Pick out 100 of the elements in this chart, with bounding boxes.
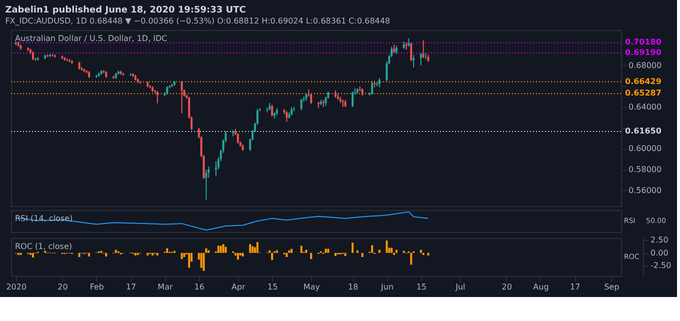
- chart-title: Zabelin1 published June 18, 2020 19:59:33 UTC: [5, 6, 246, 16]
- candlestick: [156, 90, 158, 104]
- bar: [180, 252, 183, 260]
- candlestick: [271, 104, 274, 117]
- ref-line-label: 0.61650: [625, 126, 662, 136]
- bar: [290, 248, 293, 253]
- bar: [234, 252, 236, 256]
- bar: [224, 246, 227, 253]
- bar: [324, 248, 327, 253]
- bar: [300, 246, 302, 253]
- y-tick-label: 0.56000: [628, 186, 662, 195]
- x-tick-label: 20: [58, 282, 68, 292]
- x-tick-label: 2020: [6, 282, 27, 292]
- bar: [188, 252, 190, 268]
- bar: [146, 252, 149, 256]
- bar: [156, 252, 158, 256]
- bar: [166, 248, 168, 253]
- bar: [271, 252, 274, 260]
- candlestick: [378, 77, 380, 88]
- candlestick: [410, 42, 412, 62]
- bar: [242, 252, 244, 256]
- bar: [420, 250, 422, 253]
- y-tick-label: -2.50: [650, 261, 672, 270]
- x-tick-label: Apr: [232, 282, 246, 292]
- x-tick-label: 15: [267, 282, 278, 292]
- x-tick-label: May: [303, 282, 320, 292]
- bar: [356, 250, 358, 253]
- candlestick: [412, 54, 415, 68]
- bar: [378, 250, 380, 253]
- bar: [249, 244, 252, 253]
- candlestick: [236, 132, 239, 144]
- x-tick-label: Jul: [454, 282, 466, 292]
- x-tick-label: 16: [194, 282, 204, 292]
- bar: [205, 248, 208, 253]
- bar: [352, 242, 354, 253]
- x-tick-label: 17: [126, 282, 136, 292]
- candlestick: [405, 42, 408, 50]
- ref-line-label: 0.69190: [625, 48, 662, 58]
- bar: [202, 252, 205, 271]
- y-tick-label: 0.00: [650, 248, 668, 258]
- bar: [396, 250, 398, 253]
- bar: [256, 242, 258, 253]
- candlestick: [371, 80, 374, 96]
- candlestick: [310, 93, 312, 104]
- candlestick: [422, 40, 424, 59]
- y-tick-label: 0.60000: [628, 144, 662, 154]
- x-tick-label: Sep: [604, 282, 620, 292]
- x-tick-label: 20: [502, 282, 512, 292]
- bar: [220, 246, 222, 253]
- candlestick: [300, 98, 302, 111]
- candlestick: [286, 110, 288, 122]
- bar: [105, 252, 108, 256]
- bar: [305, 250, 308, 253]
- y-tick-label: 0.64000: [628, 102, 662, 112]
- bar: [410, 252, 412, 265]
- bar: [386, 240, 388, 253]
- bar: [236, 252, 239, 260]
- x-tick-label: Feb: [90, 282, 104, 292]
- bar: [286, 252, 288, 257]
- candlestick: [180, 80, 183, 114]
- ref-line-label: 0.66429: [625, 76, 662, 86]
- bar: [268, 250, 271, 253]
- bar: [32, 252, 34, 258]
- bar: [78, 252, 80, 257]
- bar: [183, 252, 186, 257]
- bar: [390, 248, 393, 253]
- bar: [114, 250, 117, 253]
- candlestick: [420, 52, 422, 66]
- bar: [427, 252, 430, 256]
- ref-line-label: 0.70180: [625, 38, 662, 47]
- bar: [288, 250, 290, 253]
- y-tick-label: 2.50: [650, 236, 668, 245]
- bar: [344, 252, 346, 256]
- annotation: ROC (1, close): [15, 242, 72, 251]
- candlestick: [130, 72, 132, 76]
- x-tick-label: 15: [416, 282, 427, 292]
- bar: [361, 252, 364, 257]
- y-tick-label: 0.68000: [628, 60, 662, 70]
- chart-subtitle: FX_IDC:AUDUSD, 1D 0.68448 ▼ −0.00366 (−0.53%) O:0.68812 H:0.69024 L:0.68361 C:0.68448: [5, 16, 390, 26]
- x-tick-label: 17: [570, 282, 580, 292]
- candlestick: [358, 86, 361, 92]
- candlestick: [214, 160, 217, 176]
- ref-line-label: 0.65287: [625, 88, 662, 98]
- bar: [222, 244, 224, 253]
- bar: [310, 252, 312, 260]
- bar: [327, 248, 330, 253]
- y-tick-label: 0.58000: [628, 165, 662, 174]
- bar: [239, 252, 242, 256]
- candlestick: [205, 169, 208, 200]
- bar: [371, 245, 374, 253]
- annotation: Australian Dollar / U.S. Dollar, 1D, IDC: [15, 34, 168, 43]
- candlestick: [352, 90, 354, 108]
- x-tick-label: Aug: [533, 282, 549, 292]
- candlestick: [266, 107, 268, 113]
- bar: [208, 250, 210, 253]
- bar: [217, 246, 220, 253]
- x-tick-label: Mar: [158, 282, 174, 292]
- bar: [134, 252, 136, 256]
- bar: [200, 252, 202, 268]
- bar: [252, 246, 254, 253]
